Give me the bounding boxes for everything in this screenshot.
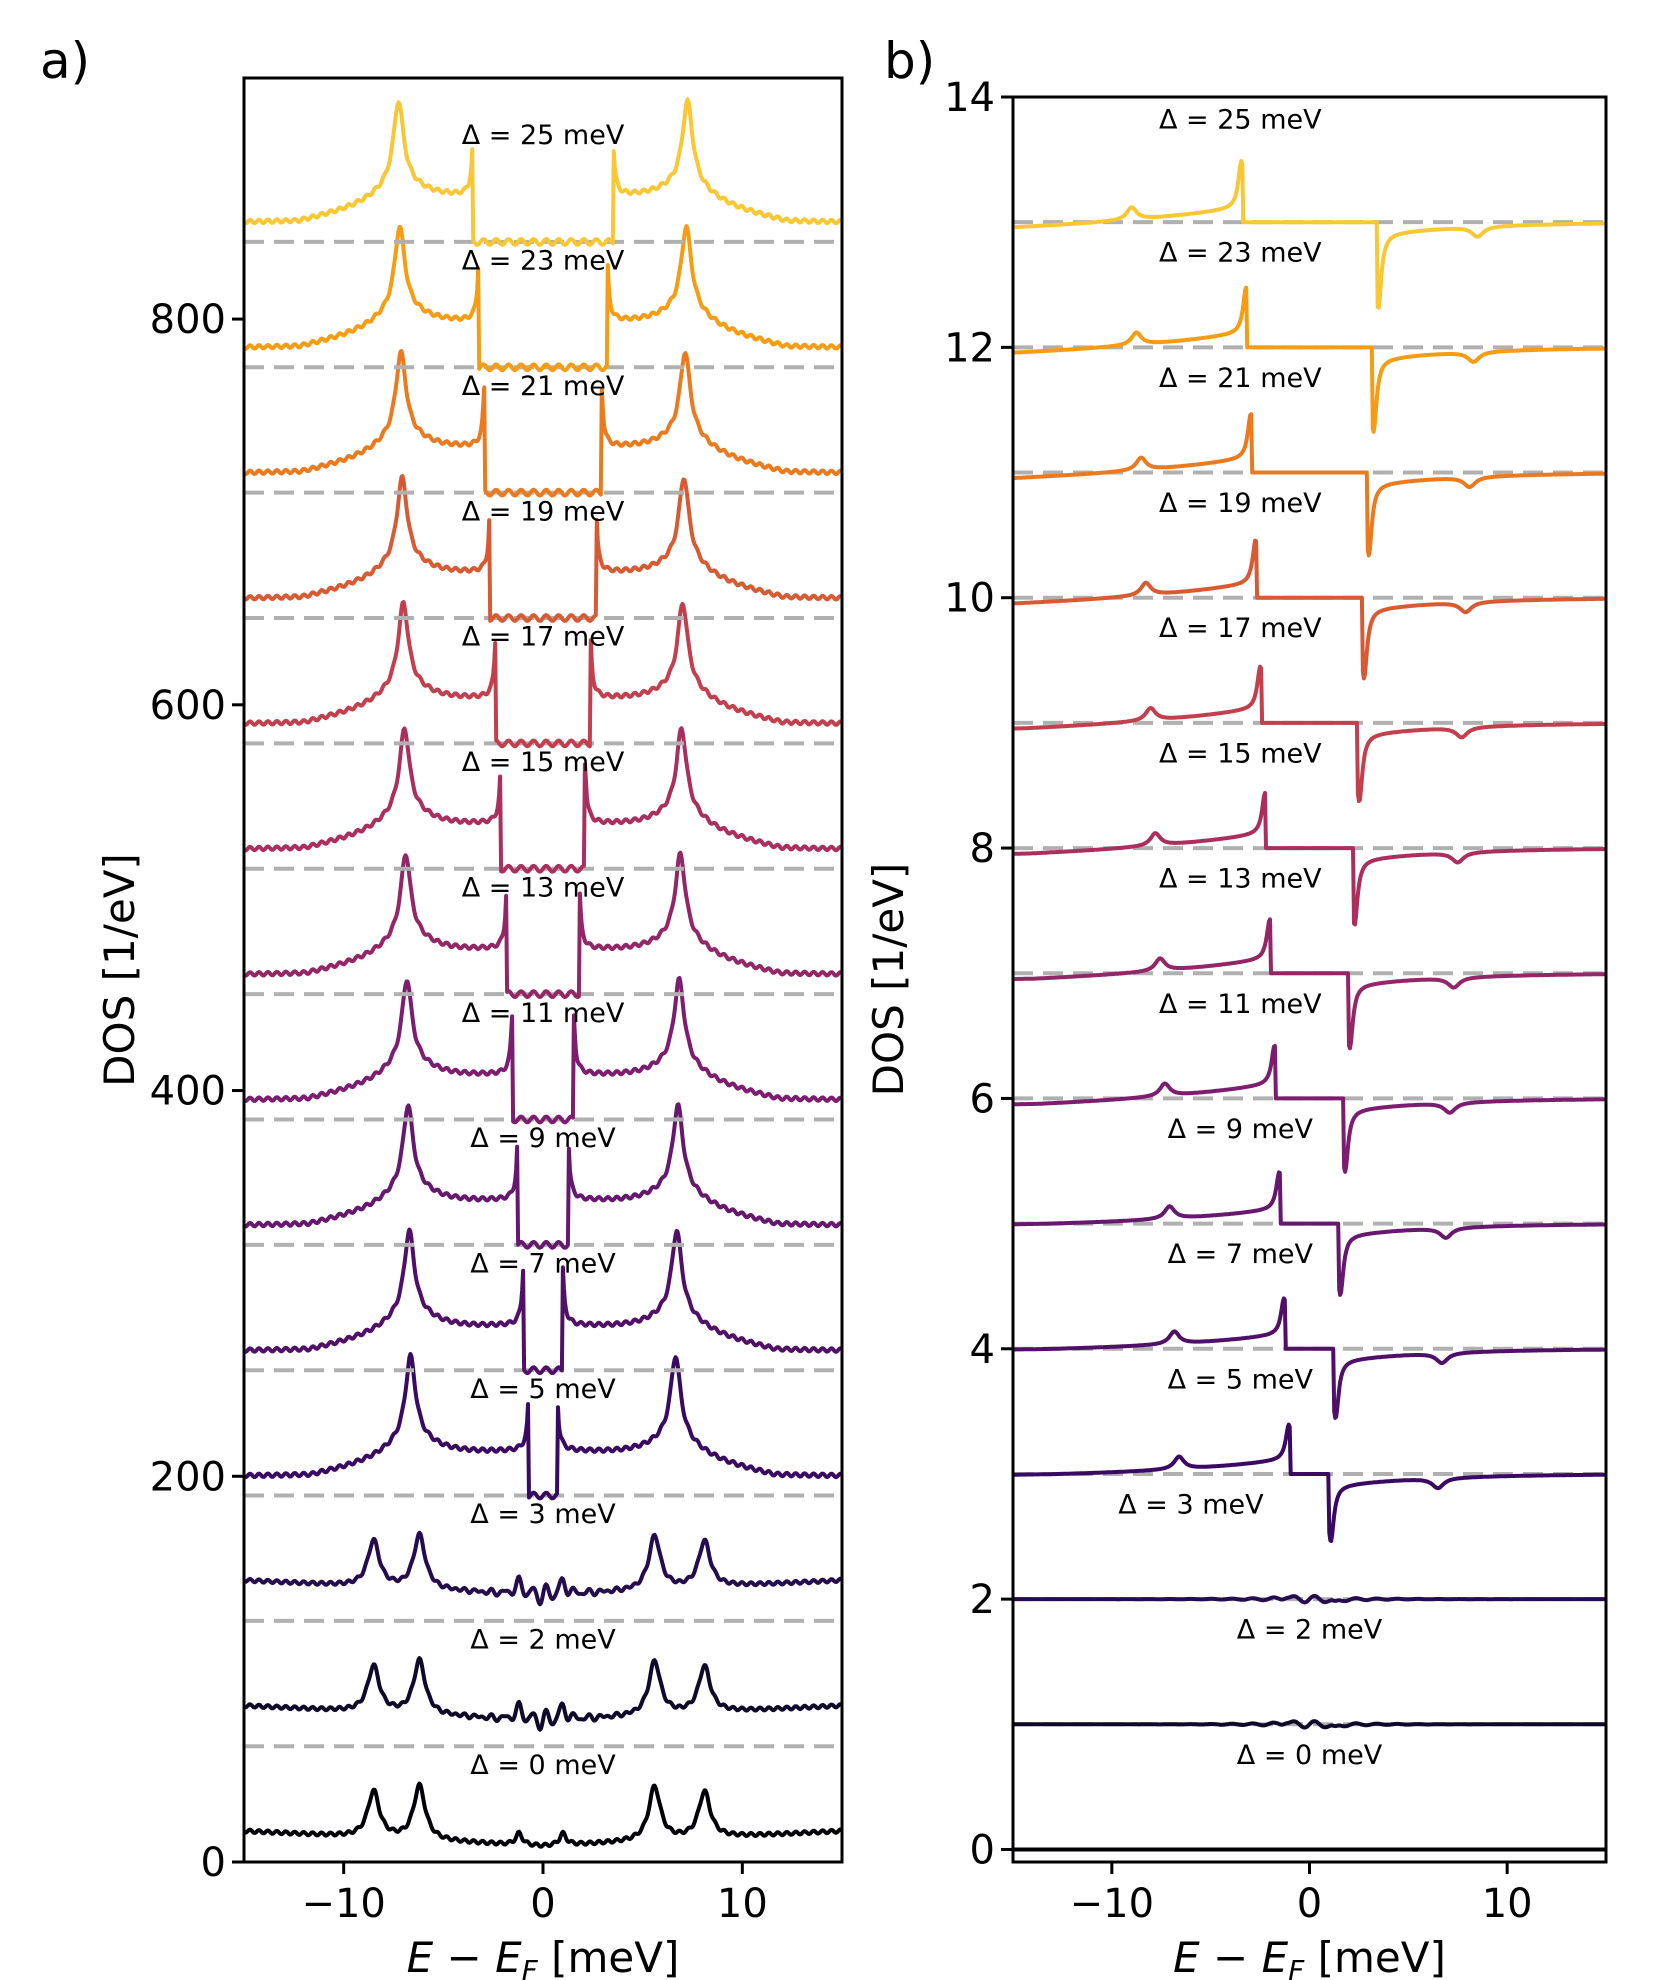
series-line-11: [244, 976, 842, 1125]
y-axis-label-a: DOS [1/eV]: [95, 853, 144, 1087]
series-line-17: [1013, 664, 1606, 804]
series-label-11: Δ = 11 meV: [462, 998, 625, 1029]
series-label-2: Δ = 2 meV: [470, 1625, 616, 1656]
series-line-5: [1013, 1422, 1606, 1543]
series-line-19: [244, 474, 842, 623]
y-tick-label-800: 800: [150, 297, 226, 343]
panel-b-label: b): [884, 32, 935, 90]
series-line-7: [244, 1227, 842, 1376]
series-line-3: [244, 1530, 842, 1607]
y-tick-label-8: 8: [970, 826, 995, 872]
series-label-15: Δ = 15 meV: [462, 747, 625, 778]
y-tick-label-10: 10: [944, 576, 995, 622]
series-line-9: [1013, 1170, 1606, 1297]
series-line-17: [244, 600, 842, 749]
y-tick-label-200: 200: [150, 1454, 226, 1500]
series-line-0: [244, 1781, 842, 1849]
x-tick-label-0: 0: [530, 1881, 555, 1927]
y-tick-label-600: 600: [150, 683, 226, 729]
y-tick-label-0: 0: [201, 1840, 226, 1886]
series-line-7: [1013, 1296, 1606, 1420]
series-label-15: Δ = 15 meV: [1159, 738, 1322, 769]
series-label-25: Δ = 25 meV: [462, 120, 625, 151]
series-label-5: Δ = 5 meV: [470, 1374, 616, 1405]
y-tick-label-12: 12: [944, 325, 995, 371]
x-tick-label--10: −10: [1070, 1881, 1154, 1927]
panel-a-chart: Δ = 0 meV Δ = 2 meV Δ = 3 meV Δ = 5 meV Δ = …: [95, 76, 844, 1980]
series-label-0: Δ = 0 meV: [1237, 1740, 1383, 1771]
series-line-13: [1013, 917, 1606, 1051]
series-line-21: [1013, 412, 1606, 558]
series-label-17: Δ = 17 meV: [1159, 613, 1322, 644]
series-label-2: Δ = 2 meV: [1237, 1615, 1383, 1646]
x-axis-label-a: E − EF [meV]: [407, 1933, 680, 1980]
series-label-21: Δ = 21 meV: [1159, 363, 1322, 394]
x-tick-label-10: 10: [717, 1881, 768, 1927]
series-label-9: Δ = 9 meV: [470, 1123, 616, 1154]
series-label-23: Δ = 23 meV: [1159, 238, 1322, 269]
plot-area-b: [1013, 159, 1606, 1852]
series-label-21: Δ = 21 meV: [462, 371, 625, 402]
series-line-2: [1013, 1719, 1606, 1730]
y-tick-label-0: 0: [970, 1827, 995, 1873]
series-label-9: Δ = 9 meV: [1168, 1114, 1314, 1145]
series-label-19: Δ = 19 meV: [1159, 488, 1322, 519]
series-label-11: Δ = 11 meV: [1159, 989, 1322, 1020]
panel-a-label: a): [40, 32, 90, 90]
y-tick-label-14: 14: [944, 75, 995, 121]
series-line-3: [1013, 1593, 1606, 1605]
x-axis-label-b: E − EF [meV]: [1173, 1933, 1446, 1980]
series-line-23: [1013, 285, 1606, 434]
y-tick-label-6: 6: [970, 1076, 995, 1122]
y-tick-label-4: 4: [970, 1327, 995, 1373]
y-tick-label-400: 400: [150, 1069, 226, 1115]
series-label-25: Δ = 25 meV: [1159, 104, 1322, 135]
series-line-2: [244, 1656, 842, 1732]
series-line-11: [1013, 1043, 1606, 1174]
series-line-9: [244, 1102, 842, 1250]
series-line-5: [244, 1352, 842, 1501]
x-tick-label-0: 0: [1297, 1881, 1322, 1927]
series-label-7: Δ = 7 meV: [470, 1249, 616, 1280]
plot-area-a: [244, 97, 842, 1849]
y-axis-label-b: DOS [1/eV]: [864, 863, 913, 1097]
panel-b-chart: Δ = 0 meV Δ = 2 meV Δ = 3 meV Δ = 5 meV Δ = …: [864, 75, 1608, 1980]
series-label-5: Δ = 5 meV: [1168, 1364, 1314, 1395]
series-label-23: Δ = 23 meV: [462, 246, 625, 277]
series-label-7: Δ = 7 meV: [1168, 1239, 1314, 1270]
series-label-13: Δ = 13 meV: [1159, 864, 1322, 895]
y-tick-label-2: 2: [970, 1577, 995, 1623]
series-line-25: [244, 97, 842, 247]
series-label-3: Δ = 3 meV: [470, 1499, 616, 1530]
series-line-15: [1013, 790, 1606, 927]
series-line-15: [244, 726, 842, 874]
x-tick-label-10: 10: [1482, 1881, 1533, 1927]
series-label-3: Δ = 3 meV: [1118, 1490, 1264, 1521]
x-tick-label--10: −10: [301, 1881, 385, 1927]
series-line-13: [244, 850, 842, 999]
series-label-17: Δ = 17 meV: [462, 622, 625, 653]
series-line-23: [244, 224, 842, 373]
series-label-0: Δ = 0 meV: [470, 1750, 616, 1781]
series-label-13: Δ = 13 meV: [462, 872, 625, 903]
series-line-21: [244, 349, 842, 498]
series-line-25: [1013, 159, 1606, 310]
series-label-19: Δ = 19 meV: [462, 496, 625, 527]
series-line-19: [1013, 538, 1606, 681]
